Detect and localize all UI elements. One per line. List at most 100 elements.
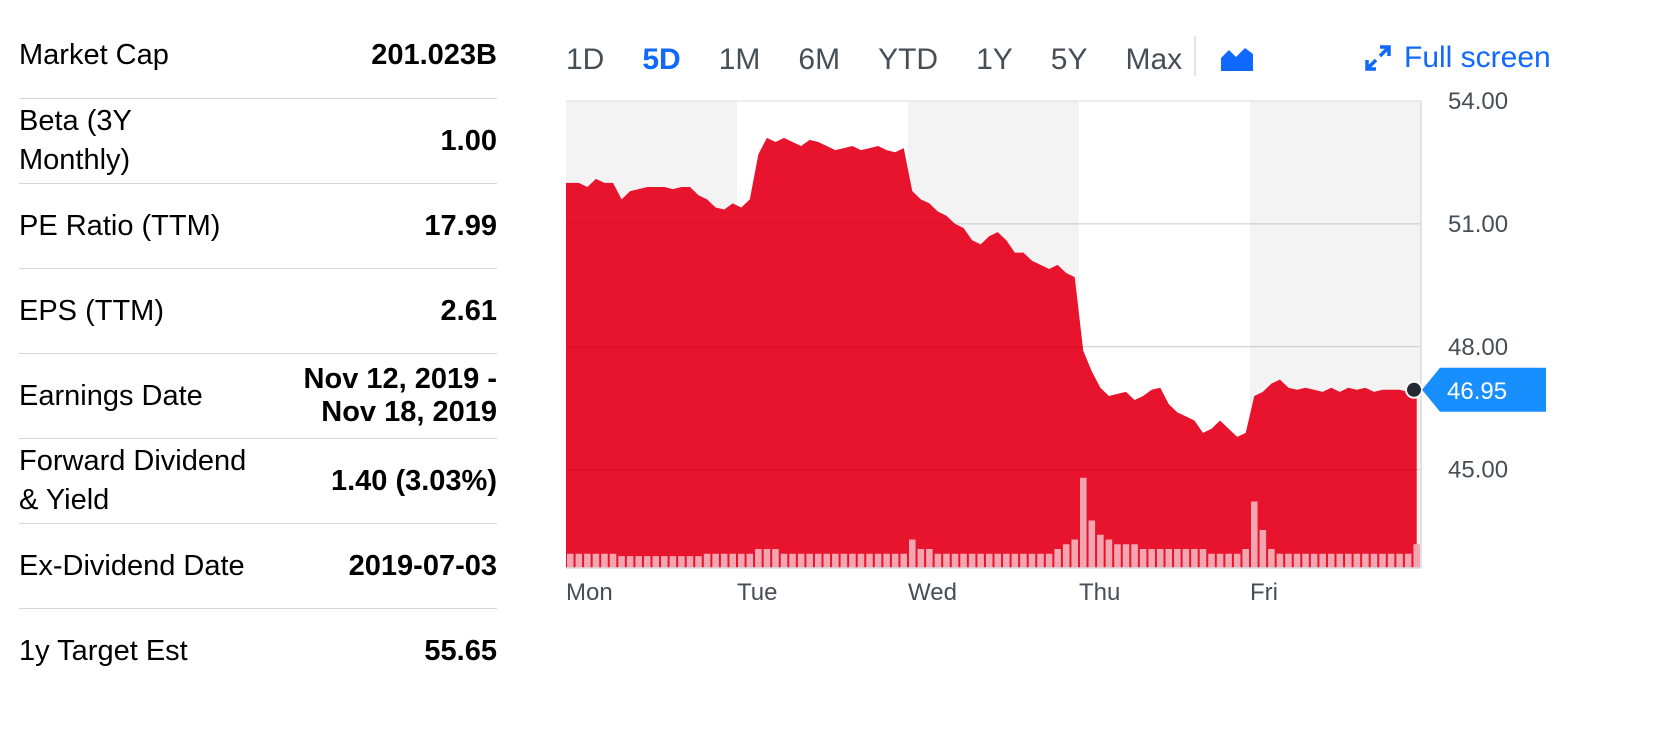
- volume-bar: [1131, 544, 1138, 568]
- volume-bar: [994, 553, 1002, 568]
- volume-bar: [686, 556, 694, 568]
- volume-bar: [789, 553, 796, 568]
- stat-row-earnings-date: Earnings Date Nov 12, 2019 - Nov 18, 201…: [19, 354, 497, 439]
- volume-bar: [652, 556, 660, 568]
- y-axis-labels: 54.00 51.00 48.00 45.00: [1448, 88, 1508, 484]
- volume-bar: [1054, 549, 1061, 568]
- range-6m-button[interactable]: 6M: [798, 43, 841, 76]
- x-day-label: Fri: [1250, 579, 1278, 606]
- x-day-label: Thu: [1079, 579, 1120, 606]
- volume-bar: [712, 553, 719, 568]
- volume-bar: [1216, 553, 1224, 568]
- range-max-button[interactable]: Max: [1125, 43, 1183, 76]
- volume-bar: [926, 549, 933, 568]
- y-tick-label: 48.00: [1448, 334, 1508, 361]
- volume-bar: [840, 553, 848, 568]
- volume-bar: [1302, 553, 1309, 568]
- volume-bar: [1242, 549, 1249, 568]
- range-1m-button[interactable]: 1M: [718, 43, 761, 76]
- volume-bar: [1105, 539, 1113, 568]
- volume-bar: [772, 549, 779, 568]
- volume-bar: [1011, 553, 1019, 568]
- volume-bar: [1139, 549, 1147, 568]
- volume-bar: [720, 553, 728, 568]
- volume-bar: [951, 553, 959, 568]
- stat-row-forward-dividend: Forward Dividend & Yield 1.40 (3.03%): [19, 439, 497, 524]
- volume-bar: [883, 553, 890, 568]
- grid-lines: [566, 100, 1421, 471]
- volume-bar: [1062, 544, 1070, 568]
- volume-bar: [1387, 553, 1395, 568]
- volume-bar: [1088, 520, 1096, 568]
- stat-label: Ex-Dividend Date: [19, 549, 245, 582]
- quote-stats-table: Market Cap 201.023B Beta (3Y Monthly) 1.…: [19, 13, 497, 694]
- volume-bar: [1028, 553, 1036, 568]
- x-axis-labels: Mon Tue Wed Thu Fri: [566, 579, 1278, 606]
- volume-bar: [1319, 553, 1326, 568]
- volume-bar: [575, 553, 583, 568]
- volume-bar: [1114, 544, 1121, 568]
- volume-bar: [755, 549, 762, 568]
- volume-bar: [643, 556, 651, 568]
- price-area: [566, 100, 1421, 569]
- volume-bar: [1336, 553, 1344, 568]
- volume-bar: [1199, 549, 1207, 568]
- stat-value: Nov 12, 2019 - Nov 18, 2019: [304, 363, 497, 429]
- volume-bar: [1208, 553, 1215, 568]
- stat-label: PE Ratio (TTM): [19, 209, 221, 242]
- volume-bar: [1233, 553, 1241, 568]
- price-area-fill: [566, 137, 1417, 569]
- toolbar-divider: [1194, 36, 1196, 76]
- mountain-chart-icon[interactable]: [1220, 44, 1254, 72]
- volume-bar: [780, 553, 788, 568]
- volume-bars: [567, 477, 1420, 568]
- volume-bar: [618, 556, 625, 568]
- earnings-date-end: Nov 18, 2019: [321, 396, 497, 428]
- y-tick-label: 51.00: [1448, 211, 1508, 238]
- volume-bar: [661, 556, 668, 568]
- volume-bar: [1379, 553, 1386, 568]
- range-1d-button[interactable]: 1D: [566, 43, 605, 76]
- x-day-label: Mon: [566, 579, 613, 606]
- volume-bar: [763, 549, 771, 568]
- volume-bar: [746, 553, 754, 568]
- stat-value: 17.99: [424, 209, 497, 242]
- volume-bar: [1404, 553, 1412, 568]
- volume-bar: [1251, 501, 1258, 568]
- volume-bar: [626, 556, 634, 568]
- volume-bar: [1191, 549, 1198, 568]
- volume-bar: [1148, 549, 1155, 568]
- volume-bar: [1396, 553, 1403, 568]
- volume-bar: [703, 553, 711, 568]
- day-band: [1250, 101, 1421, 568]
- volume-bar: [968, 553, 976, 568]
- volume-bar: [1037, 553, 1044, 568]
- volume-bar: [1293, 553, 1301, 568]
- stat-row-market-cap: Market Cap 201.023B: [19, 13, 497, 99]
- fullscreen-button[interactable]: Full screen: [1364, 38, 1551, 78]
- range-5y-button[interactable]: 5Y: [1050, 43, 1088, 76]
- day-band: [566, 101, 737, 568]
- volume-bar: [567, 553, 574, 568]
- range-selector: 1D 5D 1M 6M YTD 1Y 5Y Max: [566, 38, 1220, 82]
- day-bands: [566, 101, 1421, 568]
- volume-bar: [917, 549, 925, 568]
- fullscreen-label: Full screen: [1404, 41, 1551, 74]
- volume-bar: [1156, 549, 1164, 568]
- volume-bar: [1310, 553, 1318, 568]
- range-ytd-button[interactable]: YTD: [878, 43, 939, 76]
- range-5d-button[interactable]: 5D: [642, 43, 681, 76]
- stat-label: Earnings Date: [19, 379, 203, 412]
- volume-bar: [1353, 553, 1361, 568]
- stat-label: Forward Dividend & Yield: [19, 445, 247, 516]
- volume-bar: [1276, 553, 1284, 568]
- volume-bar: [1003, 553, 1010, 568]
- volume-bar: [823, 553, 831, 568]
- stat-value: 1.40 (3.03%): [330, 464, 497, 497]
- volume-bar: [1045, 553, 1053, 568]
- volume-bar: [601, 553, 608, 568]
- range-1y-button[interactable]: 1Y: [976, 43, 1013, 76]
- volume-bar: [738, 553, 745, 568]
- volume-bar: [609, 553, 617, 568]
- volume-bar: [1285, 553, 1292, 568]
